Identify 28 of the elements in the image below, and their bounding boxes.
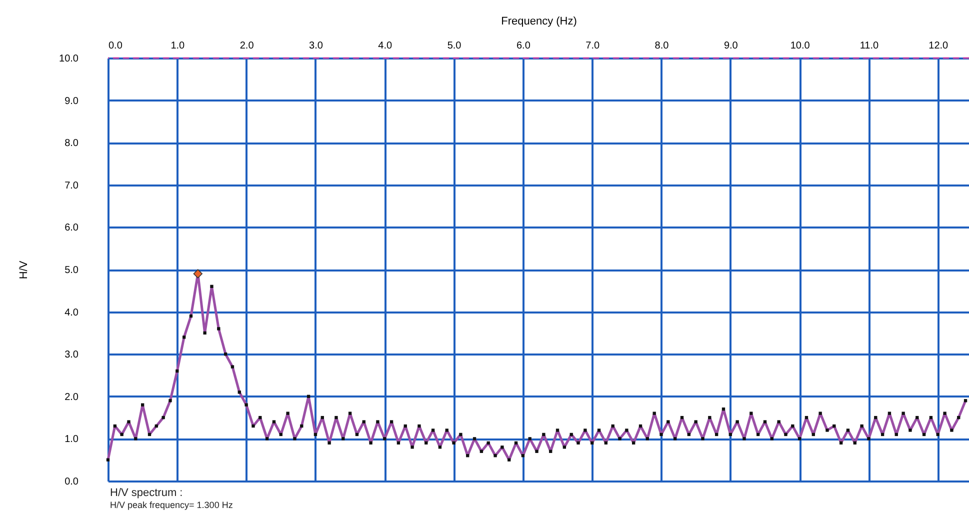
x-tick-label: 10.0 bbox=[790, 40, 810, 52]
x-axis-title: Frequency (Hz) bbox=[501, 16, 577, 28]
y-tick-label: 10.0 bbox=[59, 54, 79, 64]
x-tick-label: 7.0 bbox=[586, 40, 600, 52]
x-tick-label: 2.0 bbox=[240, 40, 254, 52]
y-tick-label: 3.0 bbox=[64, 350, 79, 361]
x-tick-label: 9.0 bbox=[724, 40, 738, 52]
text: H/V spectrum : bbox=[110, 487, 183, 499]
y-tick-label: 9.0 bbox=[64, 96, 79, 107]
x-tick-label: 1.0 bbox=[170, 40, 186, 52]
x-tick-label: 0.0 bbox=[108, 40, 123, 52]
y-tick-label: 8.0 bbox=[64, 138, 79, 150]
y-tick-label: 1.0 bbox=[64, 434, 79, 446]
x-tick-label: 8.0 bbox=[654, 40, 670, 52]
x-tick-label: 5.0 bbox=[447, 40, 462, 52]
y-tick-label: 2.0 bbox=[64, 392, 79, 403]
y-axis-title: H/V bbox=[18, 260, 30, 280]
text: H/V peak frequency= 1.300 Hz bbox=[110, 500, 234, 510]
y-tick-label: 6.0 bbox=[64, 222, 79, 234]
x-tick-label: 12.0 bbox=[928, 40, 949, 52]
y-tick-label: 5.0 bbox=[64, 265, 79, 276]
x-tick-label: 4.0 bbox=[378, 40, 393, 52]
x-tick-label: 6.0 bbox=[516, 40, 531, 52]
y-tick-label: 0.0 bbox=[64, 476, 79, 488]
y-tick-label: 7.0 bbox=[64, 180, 79, 192]
x-tick-label: 11.0 bbox=[860, 40, 880, 52]
x-tick-label: 3.0 bbox=[309, 40, 324, 52]
y-tick-label: 4.0 bbox=[64, 307, 79, 318]
